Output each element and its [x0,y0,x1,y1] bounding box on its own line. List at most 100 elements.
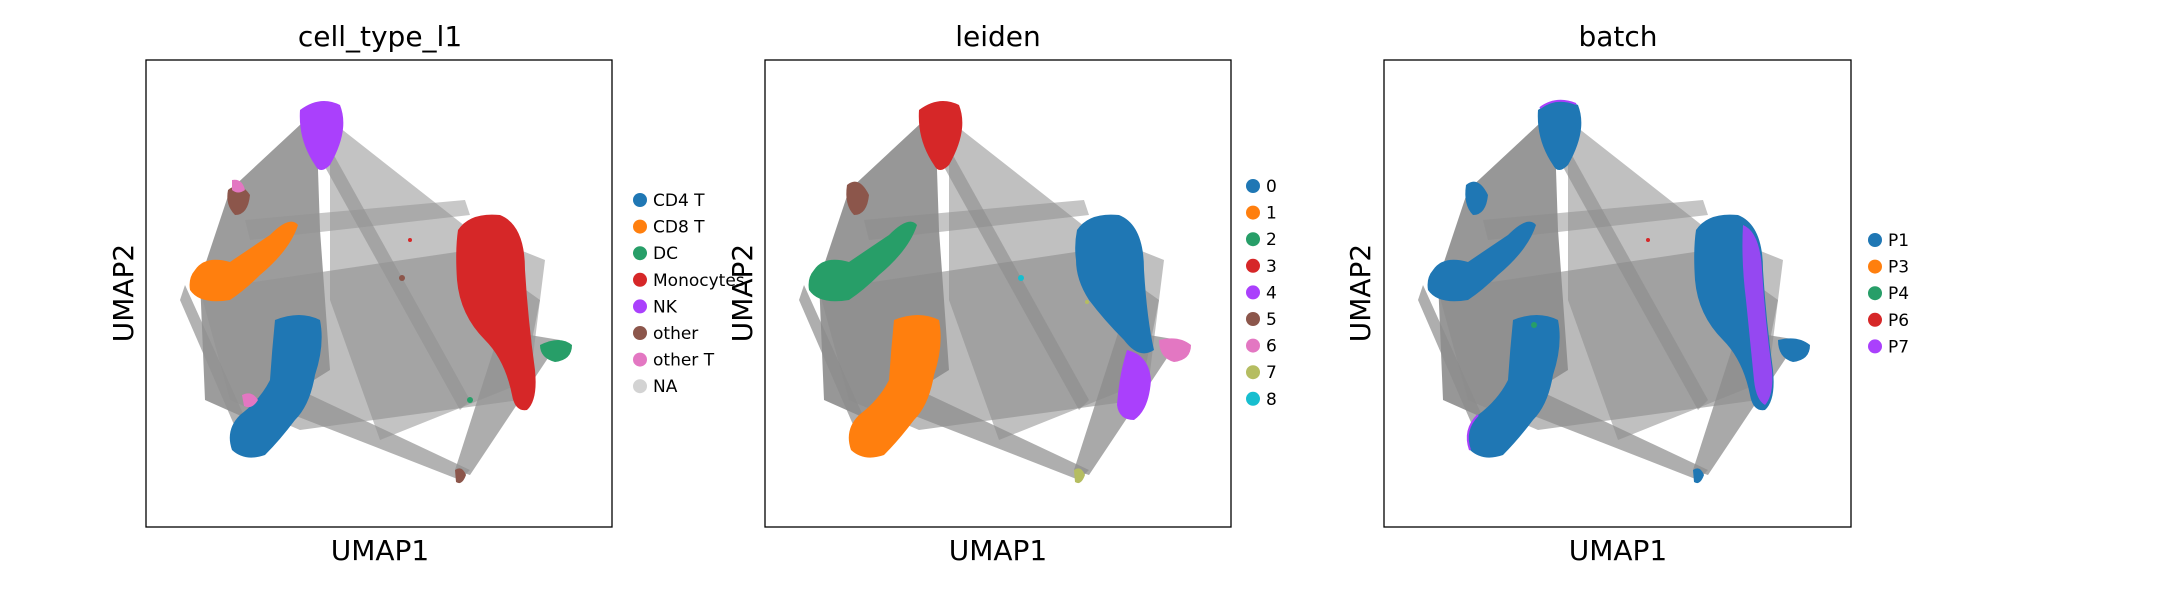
legend-marker [633,272,647,287]
legend-marker [633,246,647,261]
legend-label: other T [653,351,715,371]
plot-frame [764,59,1232,528]
legend-label: 2 [1266,230,1277,250]
legend: CD4 T CD8 T DC Monocytes NK other other T NA [633,191,745,397]
cluster-6 [1159,338,1191,362]
cluster-p7-bottom-edge [1466,414,1479,451]
cluster-0 [1075,214,1154,354]
legend-item: 8 [1246,390,1277,410]
plot-area [799,101,1191,484]
legend-item: 1 [1246,204,1277,224]
cluster-p7-top-edge [1539,99,1577,109]
legend-item: DC [633,244,678,264]
cluster-3 [918,101,963,170]
cluster-5 [846,181,869,215]
legend-label: 1 [1266,204,1277,224]
legend-marker [1246,179,1260,193]
plot-area [1418,99,1810,484]
cluster-other-mid [399,275,405,281]
cluster-4 [1117,350,1151,420]
legend-label: NK [653,297,678,317]
legend-marker [1246,338,1260,353]
legend-marker [1246,312,1260,326]
cluster-p1-bottom [1467,315,1560,458]
cluster-p1-right-tip [1778,338,1810,362]
legend-label: CD4 T [653,191,705,211]
cluster-other-bottom [455,468,466,484]
chart-title: cell_type_l1 [298,20,462,53]
legend-item: Monocytes [633,271,745,291]
legend-marker [1868,286,1882,301]
cluster-monocytes-mid [408,238,412,242]
legend-item: P7 [1868,337,1909,357]
legend-item: 5 [1246,310,1277,330]
legend-item: 6 [1246,337,1277,357]
legend-marker [633,352,647,367]
legend: 0 1 2 3 4 5 6 7 8 [1246,177,1277,410]
legend-label: 3 [1266,257,1277,277]
legend-marker [633,193,647,207]
chart-title: leiden [955,20,1041,53]
chart-title: batch [1578,20,1657,53]
legend-marker [633,299,647,314]
legend-item: other [633,324,698,344]
legend-label: P4 [1888,284,1909,304]
legend-label: 0 [1266,177,1277,197]
cluster-nk [299,101,344,170]
legend-label: 8 [1266,390,1277,410]
legend-item: P4 [1868,284,1909,304]
legend-marker [1868,233,1882,247]
panel-batch: batch [1344,20,1909,567]
legend-marker [1246,205,1260,220]
cluster-cd8-t [189,221,298,302]
legend-label: 5 [1266,310,1277,330]
y-axis-label: UMAP2 [1344,244,1377,343]
edge-fan [1418,110,1798,480]
legend-item: P1 [1868,231,1909,251]
cluster-1 [848,315,941,458]
panel-leiden: leiden [726,20,1277,567]
cluster-other-t [242,393,258,408]
legend-item: 3 [1246,257,1277,277]
cluster-dc-small [467,397,473,403]
cluster-blobs [1427,99,1810,484]
cluster-p1-top [1537,101,1582,170]
legend-label: 6 [1266,337,1277,357]
cluster-p4-dot [1531,322,1537,328]
legend-marker [1246,285,1260,300]
cluster-dc [540,340,572,362]
plot-area [180,101,572,484]
x-axis-label: UMAP1 [331,534,430,567]
cluster-7-small [1085,300,1089,304]
cluster-p1-left-arm [1427,221,1536,302]
legend-label: P1 [1888,231,1909,251]
legend-item: NA [633,377,678,397]
legend-item: 0 [1246,177,1277,197]
legend-item: NK [633,297,678,317]
legend-label: 4 [1266,283,1277,303]
legend-marker [633,379,647,394]
x-axis-label: UMAP1 [1569,534,1668,567]
legend-marker [1246,365,1260,380]
legend-marker [633,219,647,234]
y-axis-label: UMAP2 [726,244,759,343]
legend-marker [1868,259,1882,274]
legend-label: P7 [1888,337,1909,357]
legend-item: P3 [1868,258,1909,278]
legend-item: 2 [1246,230,1277,250]
legend-item: P6 [1868,311,1909,331]
cluster-other-t-top [232,179,245,193]
legend-label: P3 [1888,258,1909,278]
cluster-8 [1018,275,1024,281]
cluster-7 [1074,468,1085,484]
cluster-p6-dot [1646,238,1650,242]
legend-item: 7 [1246,363,1277,383]
y-axis-label: UMAP2 [107,244,140,343]
legend-label: other [653,324,698,344]
legend-item: 4 [1246,283,1277,303]
legend-marker [633,326,647,340]
legend-label: P6 [1888,311,1909,331]
legend-label: CD8 T [653,218,705,238]
cluster-2 [808,221,917,302]
